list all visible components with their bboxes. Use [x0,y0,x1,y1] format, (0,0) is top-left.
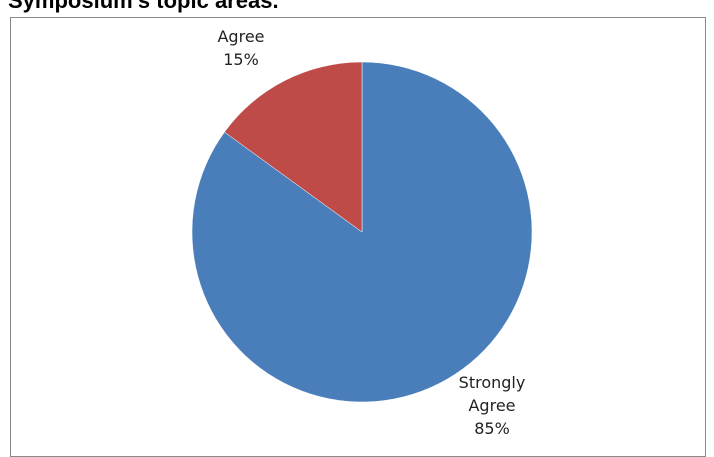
pie-slice-agree [224,61,363,233]
pie-labels: Strongly Agree 85% Agree 15% [217,27,525,438]
slice-label-agree: Agree 15% [217,27,264,69]
pie-slices [191,61,533,403]
pie-slice-strongly-agree [191,61,533,403]
slice-label-strongly-agree: Strongly Agree 85% [459,373,526,438]
chart-title: Symposium's topic areas. [8,0,279,13]
